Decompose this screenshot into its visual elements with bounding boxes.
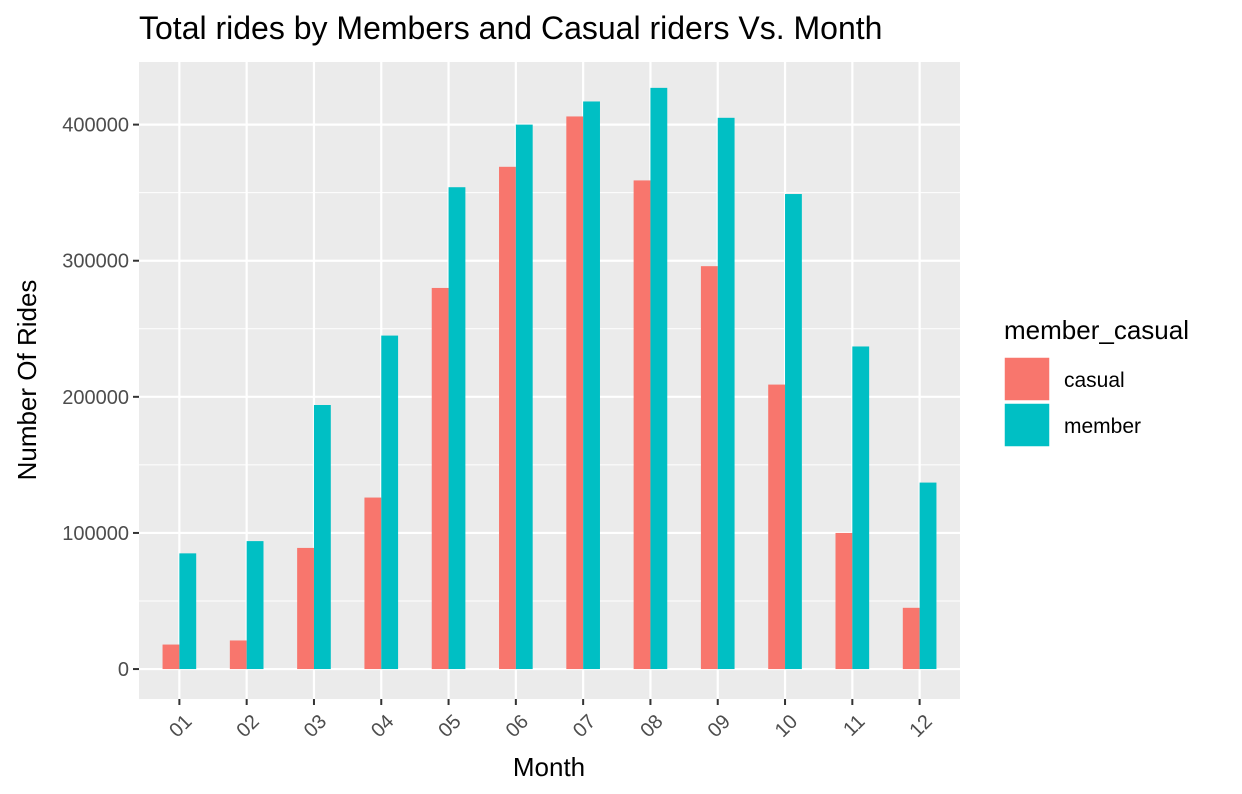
y-tick-label: 200000 — [62, 387, 129, 409]
y-tick-label: 0 — [118, 659, 129, 681]
bar-member-07 — [583, 101, 600, 670]
bar-casual-12 — [902, 607, 920, 670]
bar-member-02 — [246, 541, 264, 670]
legend-key-member — [1003, 402, 1051, 448]
bar-member-04 — [381, 335, 399, 670]
x-tick-label: 12 — [905, 711, 936, 742]
bar-member-08 — [650, 87, 668, 670]
bar-casual-11 — [835, 532, 853, 670]
bar-member-06 — [515, 124, 533, 670]
bar-member-10 — [785, 194, 802, 670]
x-tick-label: 07 — [569, 711, 600, 742]
bar-casual-05 — [431, 287, 449, 670]
x-tick-label: 06 — [502, 711, 533, 742]
x-tick-label: 09 — [704, 711, 735, 742]
legend-title: member_casual — [1004, 315, 1189, 345]
x-tick-label: 04 — [367, 711, 398, 742]
legend-label-casual: casual — [1064, 369, 1125, 392]
x-axis-title: Month — [513, 752, 585, 782]
bar-casual-03 — [297, 547, 314, 670]
x-tick-label: 08 — [636, 711, 667, 742]
bar-member-12 — [919, 482, 937, 670]
bar-casual-08 — [633, 180, 651, 670]
x-tick-label: 11 — [839, 711, 869, 741]
bar-member-09 — [717, 117, 735, 670]
bar-casual-04 — [364, 497, 382, 670]
y-tick-label: 300000 — [62, 251, 129, 273]
x-tick-label: 01 — [165, 711, 196, 742]
x-tick-label: 03 — [300, 711, 331, 742]
bar-member-05 — [448, 187, 466, 670]
x-tick-label: 10 — [771, 711, 802, 742]
bar-casual-10 — [768, 384, 786, 670]
bar-layer — [162, 87, 937, 670]
legend-key-casual — [1003, 356, 1051, 402]
bar-casual-06 — [499, 166, 516, 670]
x-tick-label: 02 — [233, 711, 264, 742]
legend: member_casual casual member — [1003, 315, 1189, 448]
legend-label-member: member — [1064, 415, 1141, 438]
bar-member-11 — [852, 346, 870, 670]
bar-member-03 — [313, 405, 331, 670]
plot-panel — [139, 62, 960, 699]
y-axis-title: Number Of Rides — [12, 280, 42, 481]
bar-casual-09 — [700, 266, 718, 670]
x-tick-label: 05 — [434, 711, 465, 742]
bar-member-01 — [179, 553, 197, 670]
chart-title: Total rides by Members and Casual riders… — [139, 10, 882, 46]
bar-casual-02 — [229, 640, 247, 670]
legend-items: casual member — [1003, 356, 1141, 448]
y-tick-label: 100000 — [62, 523, 129, 545]
bar-casual-01 — [162, 644, 180, 670]
y-tick-label: 400000 — [62, 115, 129, 137]
bar-casual-07 — [566, 116, 584, 670]
